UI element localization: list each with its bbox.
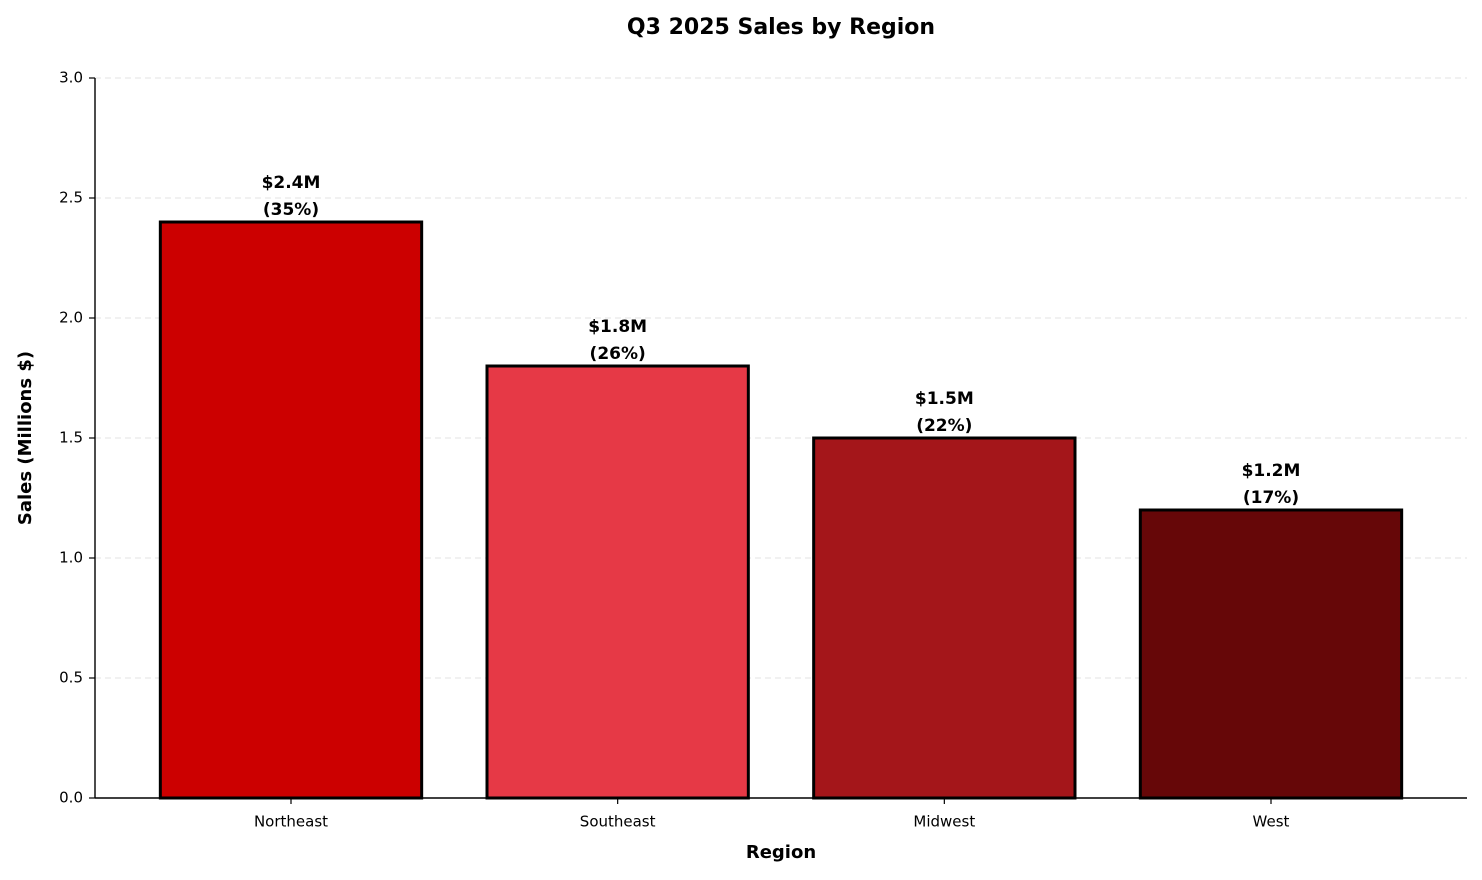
y-tick-label: 1.5 xyxy=(59,429,83,447)
y-axis-label: Sales (Millions $) xyxy=(15,351,36,525)
x-axis-label: Region xyxy=(746,842,816,863)
x-tick-label: Southeast xyxy=(580,813,656,831)
y-tick-label: 2.5 xyxy=(59,189,83,207)
chart-title: Q3 2025 Sales by Region xyxy=(627,15,935,40)
y-tick-label: 2.0 xyxy=(59,309,83,327)
value-label: $1.5M xyxy=(915,389,974,409)
bar xyxy=(158,220,424,800)
x-tick-label: Northeast xyxy=(254,813,328,831)
y-tick-label: 0.5 xyxy=(59,669,83,687)
bar xyxy=(1138,508,1404,800)
value-label: $1.8M xyxy=(588,317,647,337)
y-tick-label: 0.0 xyxy=(59,789,83,807)
y-tick-label: 3.0 xyxy=(59,69,83,87)
bar xyxy=(485,364,750,800)
share-label: (26%) xyxy=(590,344,646,364)
bar xyxy=(812,436,1077,800)
share-label: (35%) xyxy=(263,200,319,220)
y-tick-label: 1.0 xyxy=(59,549,83,567)
x-tick-label: Midwest xyxy=(913,813,975,831)
share-label: (17%) xyxy=(1243,488,1299,508)
value-label: $2.4M xyxy=(262,173,321,193)
value-label: $1.2M xyxy=(1242,461,1301,481)
x-tick-label: West xyxy=(1253,813,1290,831)
share-label: (22%) xyxy=(916,416,972,436)
